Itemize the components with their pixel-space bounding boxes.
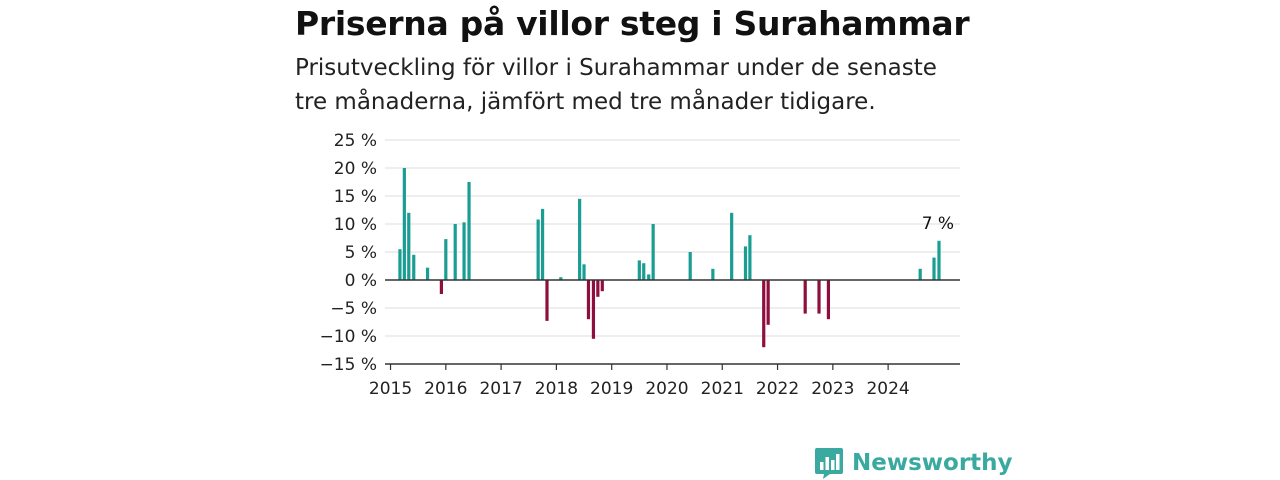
bar <box>932 258 935 280</box>
bar <box>407 213 410 280</box>
bar <box>582 264 585 280</box>
bar <box>817 280 820 314</box>
bar <box>444 239 447 280</box>
y-tick-label: 20 % <box>334 159 377 179</box>
x-tick-label: 2016 <box>424 379 467 399</box>
bar <box>467 182 470 280</box>
bar <box>601 280 604 291</box>
bar <box>647 274 650 280</box>
bar <box>398 249 401 280</box>
bar <box>711 269 714 280</box>
bar <box>596 280 599 297</box>
bar <box>730 213 733 280</box>
bar <box>587 280 590 319</box>
axis-layer <box>385 280 960 370</box>
bar <box>403 168 406 280</box>
bar <box>804 280 807 314</box>
bar <box>462 222 465 280</box>
bar <box>744 246 747 280</box>
bar <box>454 224 457 280</box>
x-tick-label: 2023 <box>811 379 854 399</box>
bar <box>537 220 540 280</box>
bar <box>748 235 751 280</box>
y-tick-label: 0 % <box>345 271 377 291</box>
data-label: 7 % <box>922 214 954 234</box>
x-tick-label: 2021 <box>701 379 744 399</box>
y-tick-label: −15 % <box>320 355 377 375</box>
bar <box>689 252 692 280</box>
x-tick-label: 2017 <box>479 379 522 399</box>
bar <box>545 280 548 321</box>
y-tick-label: −5 % <box>330 299 377 319</box>
x-tick-label: 2022 <box>756 379 799 399</box>
bar <box>578 199 581 280</box>
x-tick-label: 2020 <box>645 379 688 399</box>
y-tick-label: 15 % <box>334 187 377 207</box>
bar <box>426 268 429 280</box>
y-tick-label: 5 % <box>345 243 377 263</box>
y-tick-label: 25 % <box>334 131 377 151</box>
x-tick-label: 2024 <box>866 379 909 399</box>
bar <box>919 269 922 280</box>
bar-layer <box>398 168 940 347</box>
bar <box>767 280 770 325</box>
bar <box>592 280 595 339</box>
bar <box>412 255 415 280</box>
bar <box>642 263 645 280</box>
bar <box>827 280 830 319</box>
grid-layer <box>385 140 960 364</box>
y-tick-label: −10 % <box>320 327 377 347</box>
bar <box>638 260 641 280</box>
x-tick-label: 2015 <box>369 379 412 399</box>
brand-name: Newsworthy <box>852 450 1013 476</box>
newsworthy-logo-icon <box>814 446 844 480</box>
bar <box>937 241 940 280</box>
bar <box>652 224 655 280</box>
bar <box>541 209 544 280</box>
x-tick-label: 2018 <box>535 379 578 399</box>
bar <box>440 280 443 294</box>
y-tick-label: 10 % <box>334 215 377 235</box>
bar <box>762 280 765 347</box>
brand: Newsworthy <box>814 446 1013 480</box>
x-tick-label: 2019 <box>590 379 633 399</box>
